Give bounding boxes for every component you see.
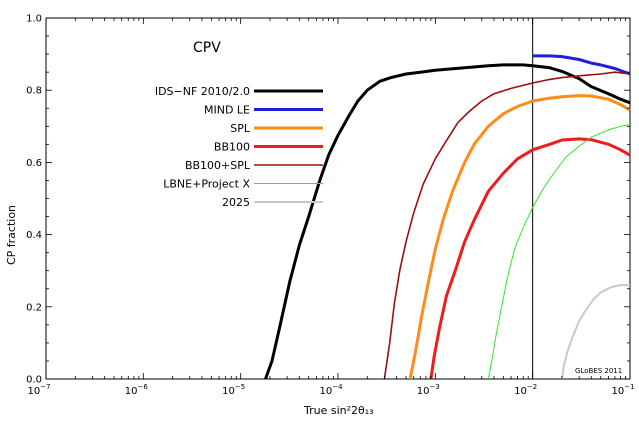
y-tick-label: 0.2	[26, 302, 42, 313]
x-tick-label: 10−2	[514, 383, 537, 397]
x-tick-label: 10−4	[319, 383, 343, 397]
legend-label-6: 2025	[222, 196, 250, 209]
legend-label-1: MIND LE	[204, 104, 250, 117]
y-tick-label: 0.6	[26, 158, 42, 169]
series-line-0	[264, 63, 631, 380]
y-tick-label: 0.0	[26, 375, 42, 386]
legend-label-0: IDS−NF 2010/2.0	[155, 85, 250, 98]
x-axis-title: True sin²2θ₁₃	[303, 404, 374, 417]
series-line-6	[561, 284, 630, 380]
legend-label-5: LBNE+Project X	[163, 178, 250, 191]
y-tick-label: 0.8	[26, 86, 42, 97]
x-tick-label: 10−1	[611, 383, 634, 397]
y-tick-label: 0.4	[26, 230, 42, 241]
legend-label-3: BB100	[214, 141, 250, 154]
watermark: GLoBES 2011	[575, 367, 622, 375]
x-tick-label: 10−7	[27, 383, 50, 397]
plot-frame	[45, 17, 631, 380]
x-tick-label: 10−5	[222, 383, 245, 397]
series-line-2	[408, 94, 631, 380]
series-line-1	[532, 54, 631, 76]
series-layer	[264, 54, 631, 380]
series-line-4	[383, 71, 631, 380]
y-axis-title: CP fraction	[5, 205, 18, 265]
inset-title: CPV	[193, 40, 221, 56]
series-line-3	[429, 137, 631, 380]
y-tick-label: 1.0	[26, 14, 42, 25]
ticks-layer: 10−7 10−6 10−5 10−4 10−3 10−2 10−1 0.0 0.2 0.4 0.6…	[26, 14, 634, 398]
legend-label-2: SPL	[230, 122, 251, 135]
legend-label-4: BB100+SPL	[185, 159, 251, 172]
legend: IDS−NF 2010/2.0 MIND LE SPL BB100 BB100+SPL L…	[155, 85, 323, 209]
x-tick-label: 10−3	[417, 383, 440, 397]
series-line-5	[487, 124, 631, 380]
x-tick-label: 10−6	[125, 383, 149, 397]
